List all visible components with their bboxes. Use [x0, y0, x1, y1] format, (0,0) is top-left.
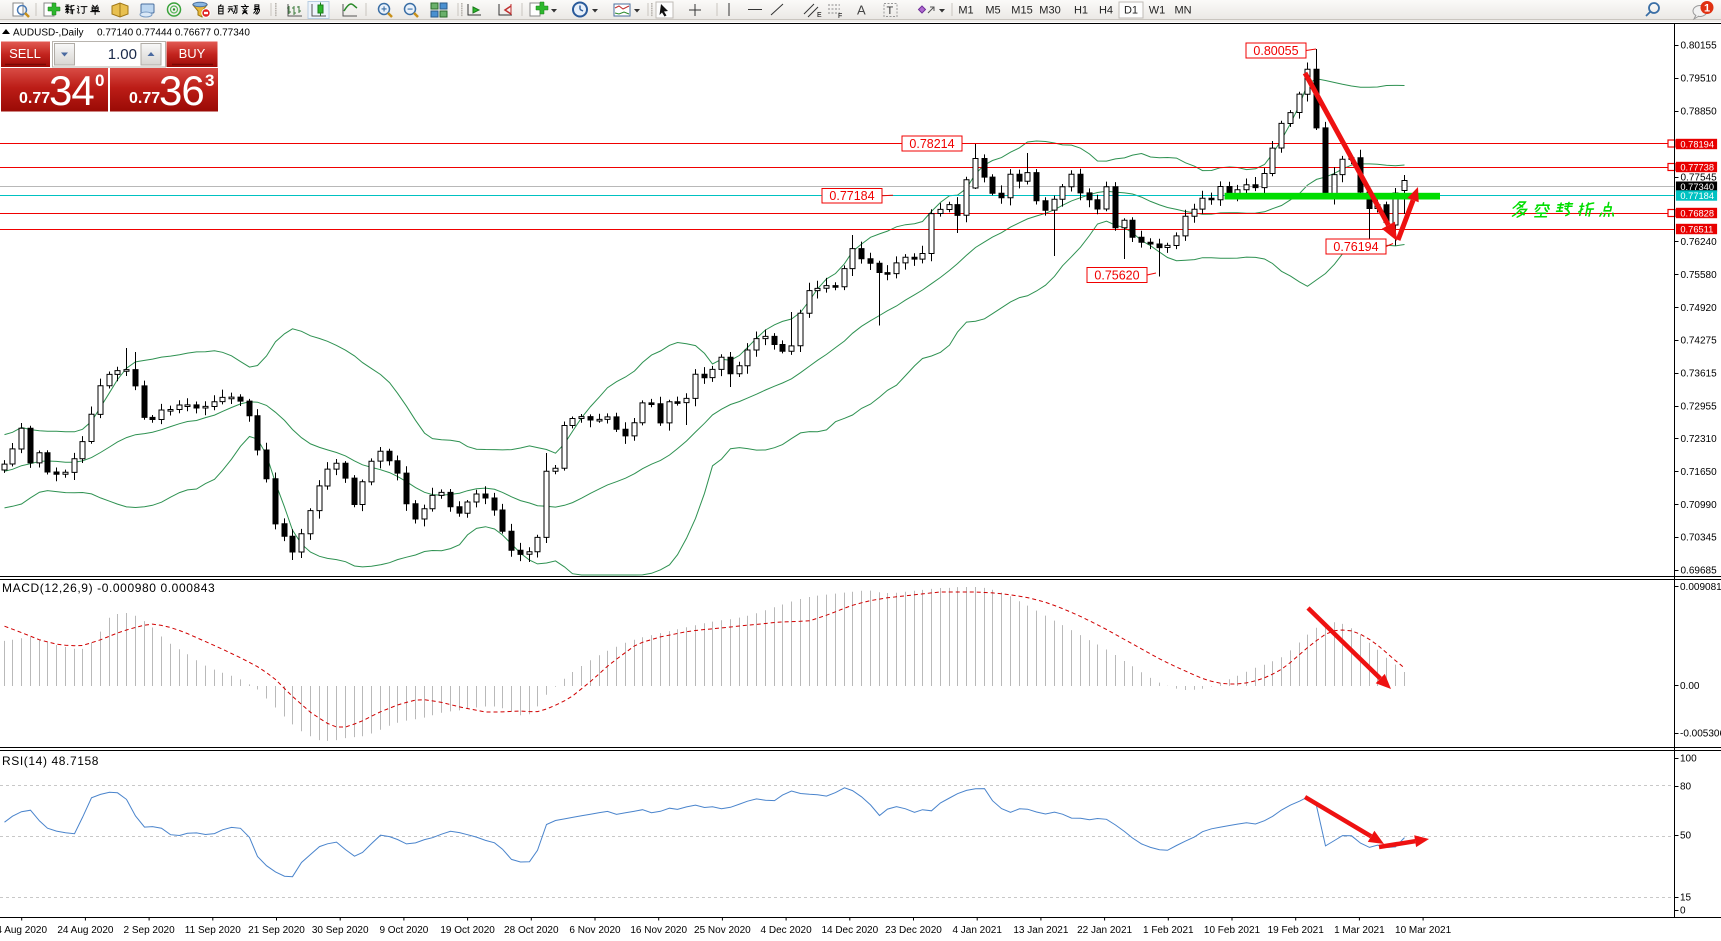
svg-text:0.77184: 0.77184 — [1680, 191, 1714, 201]
svg-text:W1: W1 — [1149, 5, 1166, 17]
svg-text:0.79510: 0.79510 — [1681, 74, 1718, 85]
svg-text:1: 1 — [1704, 3, 1710, 15]
svg-text:D1: D1 — [1124, 5, 1138, 17]
svg-text:1 Mar 2021: 1 Mar 2021 — [1334, 925, 1385, 936]
svg-text:-0.005306: -0.005306 — [1680, 729, 1721, 740]
svg-text:MN: MN — [1174, 5, 1191, 17]
svg-text:BUY: BUY — [179, 46, 206, 61]
svg-text:M30: M30 — [1039, 5, 1060, 17]
svg-text:6 Nov 2020: 6 Nov 2020 — [569, 925, 621, 936]
svg-text:25 Nov 2020: 25 Nov 2020 — [694, 925, 751, 936]
svg-text:80: 80 — [1680, 782, 1692, 793]
svg-text:0.77: 0.77 — [19, 90, 50, 107]
svg-text:10 Feb 2021: 10 Feb 2021 — [1204, 925, 1261, 936]
svg-text:10 Mar 2021: 10 Mar 2021 — [1395, 925, 1452, 936]
svg-text:0.77140 0.77444 0.76677 0.7734: 0.77140 0.77444 0.76677 0.77340 — [97, 28, 250, 39]
svg-text:19 Oct 2020: 19 Oct 2020 — [440, 925, 495, 936]
svg-text:0: 0 — [95, 71, 104, 90]
svg-text:0.69685: 0.69685 — [1681, 566, 1718, 577]
svg-text:0.76828: 0.76828 — [1680, 208, 1714, 218]
svg-text:34: 34 — [49, 67, 94, 114]
svg-text:0.74275: 0.74275 — [1681, 336, 1718, 347]
svg-text:50: 50 — [1680, 831, 1692, 842]
svg-text:0.74920: 0.74920 — [1681, 303, 1718, 314]
svg-text:23 Dec 2020: 23 Dec 2020 — [885, 925, 942, 936]
svg-text:0.76240: 0.76240 — [1681, 237, 1718, 248]
svg-text:0: 0 — [1680, 906, 1686, 917]
svg-text:0.72955: 0.72955 — [1681, 402, 1718, 413]
svg-text:0.77738: 0.77738 — [1680, 162, 1714, 172]
svg-text:14 Dec 2020: 14 Dec 2020 — [821, 925, 878, 936]
svg-text:0.76511: 0.76511 — [1680, 224, 1713, 234]
svg-text:0.77545: 0.77545 — [1681, 173, 1718, 184]
svg-text:E: E — [817, 12, 822, 19]
svg-text:28 Oct 2020: 28 Oct 2020 — [504, 925, 559, 936]
svg-text:22 Jan 2021: 22 Jan 2021 — [1077, 925, 1132, 936]
svg-text:0.80055: 0.80055 — [1253, 44, 1298, 58]
svg-text:0.70345: 0.70345 — [1681, 533, 1718, 544]
svg-text:0.72310: 0.72310 — [1681, 434, 1718, 445]
svg-text:0.75580: 0.75580 — [1681, 270, 1718, 281]
svg-text:SELL: SELL — [9, 46, 41, 61]
svg-text:H1: H1 — [1074, 5, 1088, 17]
svg-text:+: + — [381, 5, 387, 16]
svg-text:2 Sep 2020: 2 Sep 2020 — [124, 925, 176, 936]
svg-text:F: F — [838, 13, 842, 20]
svg-text:0.009081: 0.009081 — [1680, 582, 1721, 593]
svg-text:M15: M15 — [1011, 5, 1032, 17]
svg-text:0.77: 0.77 — [129, 90, 160, 107]
svg-text:RSI(14) 48.7158: RSI(14) 48.7158 — [2, 754, 99, 768]
svg-text:0.71650: 0.71650 — [1681, 467, 1718, 478]
svg-text:3: 3 — [205, 71, 214, 90]
svg-text:11 Sep 2020: 11 Sep 2020 — [185, 925, 241, 936]
svg-text:A: A — [857, 3, 866, 18]
svg-text:100: 100 — [1680, 754, 1697, 765]
svg-text:M5: M5 — [985, 5, 1000, 17]
svg-text:24 Aug 2020: 24 Aug 2020 — [57, 925, 114, 936]
svg-text:0.77340: 0.77340 — [1680, 182, 1714, 192]
svg-text:19 Feb 2021: 19 Feb 2021 — [1268, 925, 1325, 936]
svg-text:1.00: 1.00 — [108, 46, 137, 63]
svg-text:4 Aug 2020: 4 Aug 2020 — [0, 925, 47, 936]
svg-text:0.76194: 0.76194 — [1333, 240, 1378, 254]
svg-text:9 Oct 2020: 9 Oct 2020 — [379, 925, 428, 936]
svg-text:16 Nov 2020: 16 Nov 2020 — [630, 925, 687, 936]
svg-text:0.75620: 0.75620 — [1094, 268, 1139, 282]
svg-text:0.78194: 0.78194 — [1680, 139, 1714, 149]
svg-text:4 Jan 2021: 4 Jan 2021 — [952, 925, 1002, 936]
svg-text:0.80155: 0.80155 — [1681, 41, 1718, 52]
svg-text:M1: M1 — [958, 5, 973, 17]
svg-text:36: 36 — [159, 67, 204, 114]
svg-text:4 Dec 2020: 4 Dec 2020 — [761, 925, 813, 936]
svg-text:T: T — [887, 5, 894, 17]
svg-text:0.77184: 0.77184 — [829, 189, 874, 203]
svg-text:30 Sep 2020: 30 Sep 2020 — [312, 925, 369, 936]
svg-text:13 Jan 2021: 13 Jan 2021 — [1013, 925, 1068, 936]
svg-text:−: − — [407, 5, 413, 16]
svg-text:15: 15 — [1680, 893, 1692, 904]
svg-text:0.70990: 0.70990 — [1681, 500, 1718, 511]
svg-text:0.78850: 0.78850 — [1681, 107, 1718, 118]
svg-text:H4: H4 — [1099, 5, 1113, 17]
svg-text:21 Sep 2020: 21 Sep 2020 — [248, 925, 305, 936]
svg-text:0.73615: 0.73615 — [1681, 369, 1718, 380]
svg-text:MACD(12,26,9) -0.000980 0.0008: MACD(12,26,9) -0.000980 0.000843 — [2, 581, 215, 595]
svg-text:0.78214: 0.78214 — [909, 137, 954, 151]
svg-text:0.00: 0.00 — [1680, 681, 1700, 692]
svg-text:1 Feb 2021: 1 Feb 2021 — [1143, 925, 1194, 936]
svg-text:AUDUSD-,Daily: AUDUSD-,Daily — [13, 28, 84, 39]
